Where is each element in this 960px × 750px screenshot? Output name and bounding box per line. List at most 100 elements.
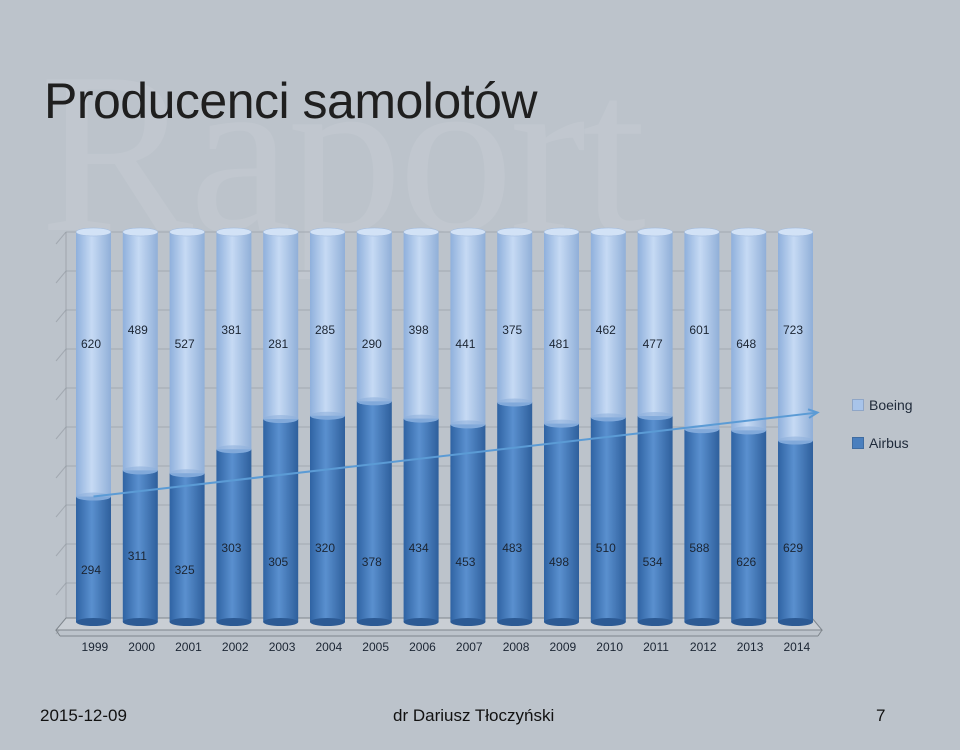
- bar-boeing-top: [75, 227, 112, 237]
- bar-boeing-top: [216, 227, 252, 237]
- bar-boeing: [122, 232, 158, 471]
- chart-legend: Boeing Airbus: [852, 396, 913, 472]
- bar-boeing-top: [122, 227, 159, 237]
- category-label: 2014: [784, 640, 811, 654]
- bar-airbus: [637, 416, 673, 622]
- data-label-boeing: 285: [315, 323, 335, 337]
- bar-boeing-base: [778, 436, 813, 445]
- data-label-airbus: 629: [783, 541, 803, 555]
- bar-boeing-base: [731, 426, 767, 435]
- bar-boeing-top: [496, 227, 533, 237]
- data-label-airbus: 294: [81, 563, 101, 577]
- category-label: 2005: [362, 640, 389, 654]
- bar-airbus: [310, 415, 345, 622]
- bar-airbus: [356, 401, 392, 622]
- bar-airbus: [590, 417, 626, 622]
- bar-airbus-base: [497, 618, 533, 626]
- floor-edge: [55, 629, 61, 637]
- data-label-airbus: 534: [643, 555, 663, 569]
- category-label: 2004: [316, 640, 343, 654]
- bar-boeing: [778, 232, 813, 441]
- data-label-airbus: 311: [128, 549, 147, 563]
- bar-airbus-base: [76, 618, 111, 626]
- data-label-airbus: 320: [315, 541, 335, 555]
- bar-airbus: [778, 440, 813, 622]
- gridline-depth: [55, 231, 67, 245]
- bar-airbus: [684, 429, 720, 622]
- bar-airbus-base: [450, 618, 486, 626]
- bar-boeing: [731, 232, 767, 431]
- bar-airbus-base: [590, 618, 626, 626]
- gridline-depth: [55, 504, 67, 518]
- data-label-boeing: 462: [596, 323, 616, 337]
- bar-boeing: [403, 232, 439, 419]
- category-label: 2008: [503, 640, 530, 654]
- bar-boeing-top: [309, 227, 346, 237]
- bar-airbus: [216, 449, 252, 622]
- bar-airbus: [76, 496, 111, 622]
- bar-boeing-top: [356, 227, 393, 237]
- bar-boeing-base: [169, 469, 205, 478]
- legend-item-boeing: Boeing: [852, 396, 913, 414]
- gridline-depth: [55, 426, 67, 440]
- category-label: 2000: [128, 640, 155, 654]
- bar-boeing-base: [310, 411, 345, 420]
- bar-airbus: [263, 419, 299, 622]
- gridline-depth: [55, 270, 67, 284]
- bar-boeing: [450, 232, 486, 425]
- data-label-boeing: 620: [81, 337, 101, 351]
- legend-label-airbus: Airbus: [869, 435, 909, 451]
- floor-edge: [817, 629, 823, 637]
- category-label: 2003: [269, 640, 296, 654]
- bar-boeing: [544, 232, 579, 424]
- bar-airbus-base: [263, 618, 299, 626]
- data-label-boeing: 723: [783, 323, 803, 337]
- data-label-airbus: 303: [221, 541, 241, 555]
- bar-boeing-base: [637, 412, 673, 421]
- bar-boeing-top: [777, 227, 814, 237]
- bar-boeing: [497, 232, 533, 403]
- legend-label-boeing: Boeing: [869, 397, 913, 413]
- footer-author: dr Dariusz Tłoczyński: [393, 706, 555, 725]
- data-label-airbus: 626: [736, 555, 756, 569]
- legend-swatch-airbus: [852, 437, 864, 449]
- category-label: 2009: [550, 640, 577, 654]
- bar-airbus-base: [684, 618, 720, 626]
- data-label-airbus: 498: [549, 555, 569, 569]
- category-label: 2010: [596, 640, 623, 654]
- data-label-airbus: 510: [596, 541, 616, 555]
- bar-boeing-top: [637, 227, 673, 237]
- bar-airbus: [544, 423, 579, 622]
- bar-boeing-base: [356, 397, 392, 406]
- bar-airbus-base: [778, 618, 813, 626]
- page-number: 7: [876, 706, 886, 725]
- bar-airbus-base: [122, 618, 158, 626]
- data-label-airbus: 434: [409, 541, 429, 555]
- bar-airbus-base: [356, 618, 392, 626]
- gridline-depth: [55, 582, 67, 596]
- bar-airbus-base: [637, 618, 673, 626]
- bar-boeing-top: [684, 227, 720, 237]
- legend-swatch-boeing: [852, 399, 864, 411]
- bar-boeing-base: [497, 398, 533, 407]
- bar-boeing-top: [262, 227, 299, 237]
- bar-boeing-base: [263, 415, 299, 424]
- data-label-boeing: 281: [268, 337, 288, 351]
- bar-boeing: [590, 232, 626, 418]
- bar-airbus: [450, 424, 486, 622]
- bar-boeing: [76, 232, 111, 497]
- bar-boeing-base: [122, 466, 158, 475]
- trend-arrow-line: [93, 411, 818, 498]
- category-label: 2013: [737, 640, 764, 654]
- footer-date: 2015-12-09: [40, 706, 127, 725]
- data-label-boeing: 527: [175, 337, 195, 351]
- gridline-depth: [55, 543, 67, 557]
- data-label-boeing: 381: [221, 323, 241, 337]
- bar-airbus: [497, 402, 533, 622]
- bar-boeing-top: [169, 227, 205, 237]
- category-label: 1999: [82, 640, 109, 654]
- category-label: 2001: [175, 640, 202, 654]
- category-label: 2012: [690, 640, 717, 654]
- bar-boeing: [169, 232, 205, 474]
